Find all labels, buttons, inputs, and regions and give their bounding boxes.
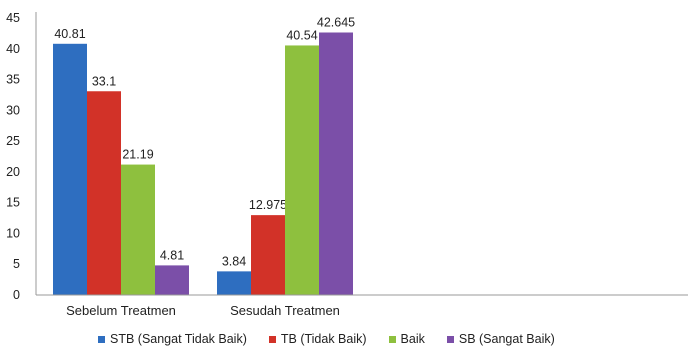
bar — [155, 265, 189, 295]
legend-label: Baik — [400, 332, 425, 346]
y-tick-label: 0 — [13, 288, 20, 302]
data-label: 40.81 — [54, 27, 85, 41]
y-tick-label: 10 — [6, 226, 20, 240]
bar — [87, 91, 121, 295]
bar — [121, 164, 155, 295]
legend-item: Baik — [388, 332, 425, 346]
x-category-label: Sebelum Treatmen — [66, 303, 176, 318]
bar — [53, 43, 87, 295]
legend-item: TB (Tidak Baik) — [268, 332, 367, 346]
data-label: 3.84 — [222, 254, 246, 268]
data-label: 12.975 — [249, 198, 287, 212]
y-tick-label: 30 — [6, 103, 20, 117]
bar — [285, 45, 319, 295]
y-tick-label: 35 — [6, 73, 20, 87]
legend-item: SB (Sangat Baik) — [446, 332, 555, 346]
bar-chart: 0 5 10 15 20 25 30 35 40 45 40.81 33.1 21.19 4.81 3.8… — [6, 11, 688, 318]
legend: STB (Sangat Tidak Baik) TB (Tidak Baik) Ba… — [98, 331, 555, 347]
data-label: 33.1 — [92, 74, 116, 88]
legend-label: SB (Sangat Baik) — [458, 332, 555, 346]
bar — [217, 271, 251, 295]
y-tick-label: 5 — [13, 257, 20, 271]
legend-label: STB (Sangat Tidak Baik) — [110, 332, 247, 346]
y-tick-label: 40 — [6, 42, 20, 56]
legend-swatch — [268, 335, 276, 343]
y-axis: 0 5 10 15 20 25 30 35 40 45 — [6, 11, 37, 302]
x-category-label: Sesudah Treatmen — [230, 303, 340, 318]
legend-swatch — [98, 335, 105, 343]
data-label: 40.54 — [286, 28, 317, 42]
y-tick-label: 20 — [6, 165, 20, 179]
legend-swatch — [388, 335, 396, 343]
data-label: 42.645 — [317, 15, 355, 29]
data-label: 21.19 — [122, 148, 153, 162]
bar — [319, 32, 353, 295]
data-label: 4.81 — [160, 248, 184, 262]
y-tick-label: 45 — [6, 11, 20, 25]
y-tick-label: 15 — [6, 196, 20, 210]
legend-item: STB (Sangat Tidak Baik) — [98, 332, 247, 346]
x-axis: Sebelum Treatmen Sesudah Treatmen — [36, 294, 688, 318]
y-tick-label: 25 — [6, 134, 20, 148]
legend-label: TB (Tidak Baik) — [280, 332, 367, 346]
legend-swatch — [446, 335, 454, 343]
bar — [251, 215, 285, 295]
